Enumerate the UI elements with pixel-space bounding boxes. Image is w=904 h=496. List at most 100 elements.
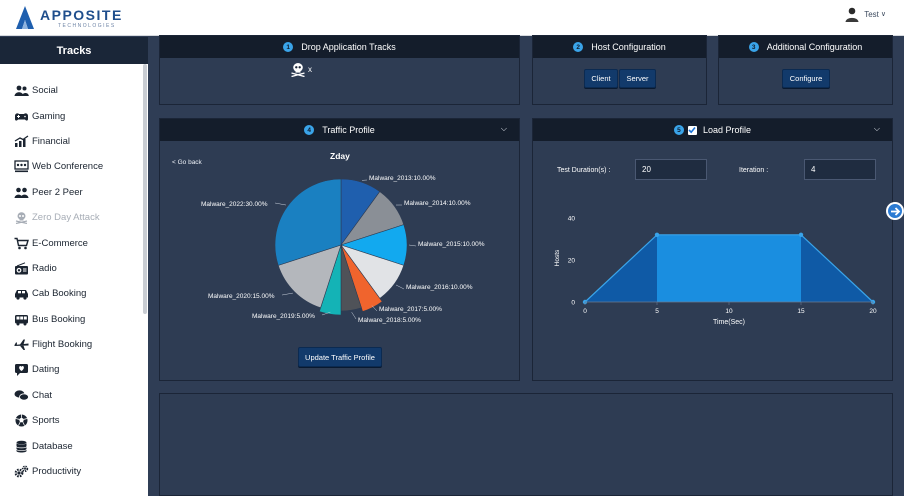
car-icon xyxy=(13,287,29,301)
skull-icon xyxy=(13,211,29,225)
sidebar-scrollbar[interactable] xyxy=(143,64,147,314)
remove-track-icon[interactable]: x xyxy=(308,64,312,74)
pie-slice[interactable] xyxy=(277,244,342,309)
pie-slice-label: Malware_2014:10.00% xyxy=(404,200,471,207)
pie-slice-label: Malware_2019:5.00% xyxy=(252,313,315,320)
check-icon xyxy=(688,126,697,134)
sidebar-item-label: E-Commerce xyxy=(32,237,88,249)
pie-leader-line xyxy=(281,292,293,296)
tracks-sidebar: Tracks Social Gaming Financial Web Conferen… xyxy=(0,37,148,496)
sidebar-item-label: Radio xyxy=(32,262,57,274)
logo-icon xyxy=(16,6,34,29)
next-arrow-button[interactable] xyxy=(886,202,904,220)
sidebar-item-label: Web Conference xyxy=(32,161,104,173)
traffic-profile-header: 4 Traffic Profile ⌵ xyxy=(160,119,519,141)
pie-slice-label: Malware_2018:5.00% xyxy=(358,317,421,324)
sidebar-item-sports[interactable]: Sports xyxy=(0,408,148,433)
sidebar-item-label: Cab Booking xyxy=(32,288,87,300)
bottom-panel xyxy=(159,393,893,496)
conference-icon xyxy=(13,160,29,174)
chevron-down-icon[interactable]: ⌵ xyxy=(500,124,507,133)
sidebar-item-database[interactable]: Database xyxy=(0,433,148,458)
sidebar-item-cab-booking[interactable]: Cab Booking xyxy=(0,281,148,306)
y-axis-label: Hosts xyxy=(554,249,561,266)
user-name: Test xyxy=(864,9,879,19)
sidebar-item-label: Flight Booking xyxy=(32,339,93,351)
brand-sub: TECHNOLOGIES xyxy=(58,22,116,29)
traffic-profile-title: Traffic Profile xyxy=(322,125,375,135)
gamepad-icon xyxy=(13,109,29,123)
host-config-header: 2 Host Configuration xyxy=(533,36,706,58)
server-button[interactable]: Server xyxy=(619,69,656,88)
cart-icon xyxy=(13,236,29,250)
dropped-track[interactable]: x xyxy=(290,61,312,77)
iteration-label: Iteration : xyxy=(739,167,769,174)
step-badge: 2 xyxy=(573,42,584,52)
plane-icon xyxy=(13,338,29,352)
sidebar-item-productivity[interactable]: Productivity xyxy=(0,459,148,484)
user-avatar-icon xyxy=(845,7,859,22)
x-tick-label: 20 xyxy=(869,308,877,315)
test-duration-input[interactable]: 20 xyxy=(635,159,707,180)
pie-leader-line xyxy=(395,284,405,290)
sidebar-item-peer-2-peer[interactable]: Peer 2 Peer xyxy=(0,180,148,205)
sidebar-item-flight-booking[interactable]: Flight Booking xyxy=(0,332,148,357)
sidebar-item-bus-booking[interactable]: Bus Booking xyxy=(0,307,148,332)
x-tick-label: 0 xyxy=(583,308,587,315)
sidebar-item-chat[interactable]: Chat xyxy=(0,383,148,408)
x-tick-label: 15 xyxy=(797,308,805,315)
arrow-right-icon xyxy=(890,206,900,216)
sidebar-item-radio[interactable]: Radio xyxy=(0,256,148,281)
sidebar-item-label: Zero Day Attack xyxy=(32,212,100,224)
go-back-link[interactable]: < Go back xyxy=(172,159,202,166)
sidebar-item-label: Chat xyxy=(32,389,53,401)
additional-config-panel: 3 Additional Configuration Configure xyxy=(718,35,893,105)
gears-icon xyxy=(13,465,29,479)
sidebar-item-e-commerce[interactable]: E-Commerce xyxy=(0,230,148,255)
sidebar-item-web-conference[interactable]: Web Conference xyxy=(0,154,148,179)
load-profile-header: 5 Load Profile ⌵ xyxy=(533,119,892,141)
chat-icon xyxy=(13,388,29,402)
client-button[interactable]: Client xyxy=(584,69,618,88)
area-outline xyxy=(584,234,874,303)
brand-name: APPOSITE xyxy=(40,6,123,23)
database-icon xyxy=(13,439,29,453)
update-traffic-profile-button[interactable]: Update Traffic Profile xyxy=(298,347,382,367)
pie-slice[interactable] xyxy=(274,178,342,266)
ball-icon xyxy=(13,414,29,428)
pie-chart xyxy=(274,178,417,320)
drop-tracks-panel: 1 Drop Application Tracks x xyxy=(159,35,520,105)
step-badge: 4 xyxy=(304,125,315,135)
pie-slice-label: Malware_2013:10.00% xyxy=(369,175,436,182)
configure-button[interactable]: Configure xyxy=(782,69,830,88)
users-icon xyxy=(13,84,29,98)
step-badge: 1 xyxy=(283,42,294,52)
sidebar-item-label: Gaming xyxy=(32,110,66,122)
sidebar-item-label: Sports xyxy=(32,415,60,427)
pie-leader-line xyxy=(351,312,357,320)
pie-slice-label: Malware_2022:30.00% xyxy=(201,201,268,208)
load-profile-title: Load Profile xyxy=(702,125,752,135)
additional-config-title: Additional Configuration xyxy=(766,42,863,52)
drop-tracks-title: Drop Application Tracks xyxy=(301,42,396,52)
load-profile-checkbox[interactable] xyxy=(687,125,697,135)
sidebar-item-zero-day-attack[interactable]: Zero Day Attack xyxy=(0,205,148,230)
pie-leader-line xyxy=(321,311,331,316)
pie-leader-line xyxy=(274,202,287,206)
sidebar-item-financial[interactable]: Financial xyxy=(0,129,148,154)
drop-tracks-header: 1 Drop Application Tracks xyxy=(160,36,519,58)
iteration-input[interactable]: 4 xyxy=(804,159,876,180)
sidebar-item-label: Bus Booking xyxy=(32,313,86,325)
user-menu[interactable]: Test ∨ xyxy=(844,6,886,22)
sidebar-item-dating[interactable]: Dating xyxy=(0,357,148,382)
radio-icon xyxy=(13,261,29,275)
sidebar-list: Social Gaming Financial Web Conference Peer … xyxy=(0,64,148,484)
chevron-down-icon[interactable]: ⌵ xyxy=(873,124,880,133)
sidebar-item-gaming[interactable]: Gaming xyxy=(0,103,148,128)
sidebar-item-social[interactable]: Social xyxy=(0,78,148,103)
brand-logo[interactable]: APPOSITE TECHNOLOGIES xyxy=(14,5,123,31)
pie-slice[interactable] xyxy=(340,244,383,312)
chevron-down-icon: ∨ xyxy=(880,11,886,18)
pie-leader-line xyxy=(408,244,417,247)
pie-leader-line xyxy=(371,305,378,312)
